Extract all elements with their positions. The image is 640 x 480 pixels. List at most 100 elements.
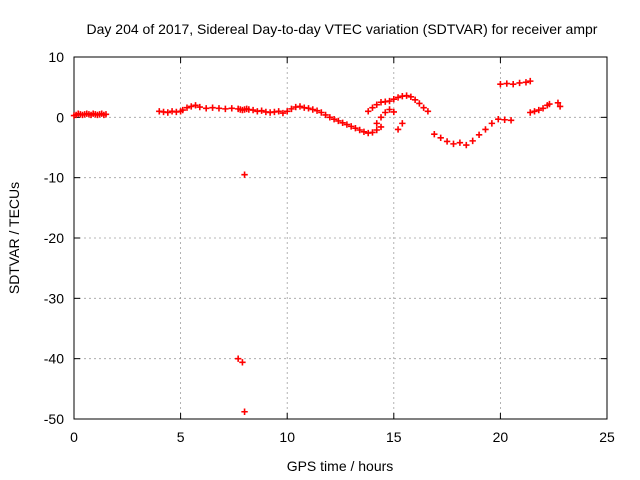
data-point [241,171,248,178]
data-point [318,109,325,116]
grid-lines [74,57,607,419]
data-point [352,124,359,132]
axis-ticks [73,56,608,420]
x-tick-label: 20 [493,429,509,445]
data-point [202,105,210,112]
data-point [309,106,316,113]
data-point [501,116,508,123]
data-point [373,101,380,108]
data-point [382,109,389,116]
data-point [356,126,363,134]
data-point [469,137,476,145]
data-point [522,79,530,86]
data-point [443,138,451,145]
tick-labels: 0 5 10 15 20 25 10 0 -10 -20 -30 -40 -50 [44,49,615,445]
data-point [531,108,538,115]
x-tick-label: 10 [279,429,295,445]
x-axis-label: GPS time / hours [287,458,394,474]
data-point [554,99,562,107]
data-points [70,77,564,415]
data-point [475,131,483,139]
data-point [102,111,110,118]
data-point [275,108,282,115]
data-point [339,119,346,126]
data-point [390,108,397,116]
data-point [420,104,427,111]
data-point [399,120,406,127]
data-point [431,131,438,138]
data-point [258,107,265,114]
data-point [209,104,216,111]
data-point [497,80,504,88]
data-point [228,105,235,112]
data-point [179,106,186,114]
y-tick-label: -40 [44,351,64,367]
data-point [503,80,510,87]
data-point [322,111,329,119]
data-point [249,106,257,114]
data-point [373,120,380,127]
data-point [539,105,547,112]
data-point [164,109,172,116]
y-tick-label: 0 [56,109,64,125]
data-point [188,103,195,110]
data-point [450,140,457,148]
data-point [507,117,515,124]
data-point [326,114,334,121]
data-point [416,100,423,107]
data-point [527,109,534,116]
y-axis-label: SDTVAR / TECUs [6,182,22,294]
data-point [215,105,223,112]
y-tick-label: -30 [44,290,64,306]
data-point [407,93,415,101]
data-point [360,128,368,136]
x-tick-label: 5 [177,429,185,445]
data-point [535,106,542,114]
data-point [386,106,393,113]
data-point [365,108,372,115]
data-point [335,117,342,125]
data-point [330,115,338,123]
data-point [313,107,321,114]
x-tick-label: 0 [70,429,78,445]
data-point [284,108,291,115]
data-point [279,109,287,117]
data-point [241,408,248,415]
data-point [377,114,385,121]
data-point [239,359,246,366]
x-tick-label: 15 [386,429,402,445]
chart-title: Day 204 of 2017, Sidereal Day-to-day VTE… [87,21,598,37]
data-point [394,126,402,133]
y-tick-label: -10 [44,170,64,186]
x-tick-label: 25 [599,429,615,445]
data-point [516,79,523,87]
data-point [403,92,410,99]
data-point [369,104,376,111]
data-point [234,355,242,362]
data-point [196,103,203,111]
data-point [288,105,295,113]
data-point [424,108,432,115]
data-point [456,139,464,146]
data-point [411,96,419,104]
data-point [369,129,376,136]
y-tick-label: 10 [48,49,64,65]
data-point [546,100,553,108]
data-point [509,80,517,88]
data-point [183,104,191,111]
data-point [343,121,351,128]
data-point [222,105,229,113]
data-point [527,77,534,85]
data-point [390,96,397,103]
data-point [373,126,380,134]
data-point [495,115,502,123]
data-point [482,126,489,133]
data-point [192,102,199,109]
data-point [556,103,564,110]
data-point [394,94,402,101]
data-point [296,103,304,110]
data-point [437,134,444,142]
data-point [463,141,470,149]
data-point [377,123,385,131]
